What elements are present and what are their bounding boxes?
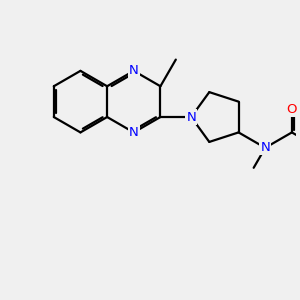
Text: O: O [286, 103, 297, 116]
Text: N: N [129, 126, 139, 139]
Text: N: N [129, 64, 139, 77]
Text: N: N [186, 110, 196, 124]
Text: N: N [260, 141, 270, 154]
